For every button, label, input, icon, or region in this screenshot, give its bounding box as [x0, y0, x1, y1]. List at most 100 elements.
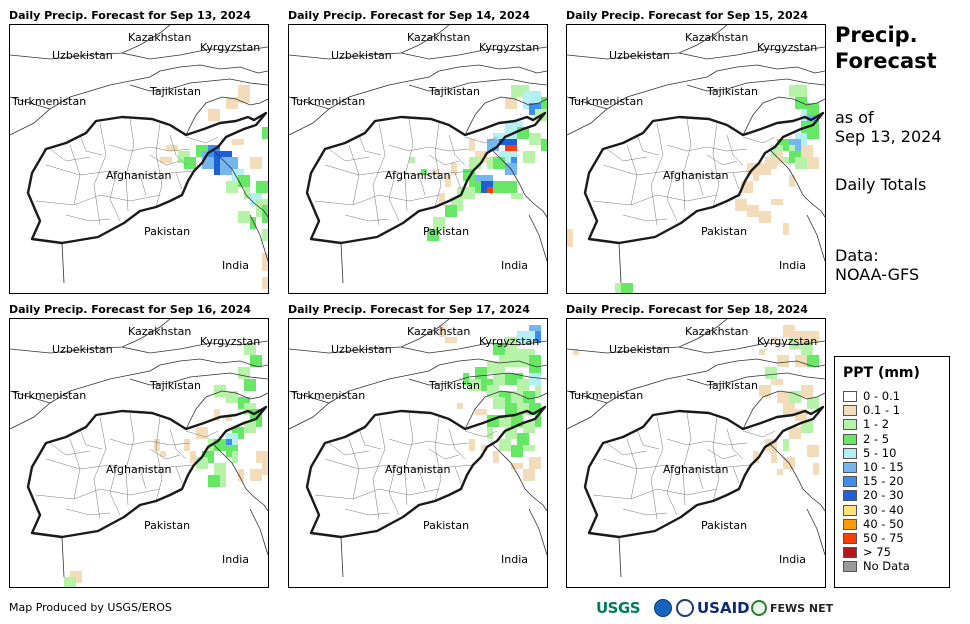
precip-cell: [160, 451, 166, 457]
province-line: [358, 134, 382, 156]
precip-cell: [433, 223, 439, 229]
precip-cell: [505, 433, 511, 439]
precip-cell: [505, 445, 511, 451]
precip-cell: [232, 451, 238, 457]
precip-cell: [505, 349, 511, 355]
precip-cell: [505, 379, 511, 385]
precip-cell: [517, 373, 523, 379]
precip-cells: [567, 85, 819, 293]
province-line: [448, 428, 466, 460]
legend-label: 20 - 30: [863, 488, 904, 503]
border-line: [408, 372, 547, 386]
precip-cell: [529, 427, 535, 433]
precip-cell: [445, 181, 451, 187]
precip-cell: [238, 403, 244, 409]
daily-totals-label: Daily Totals: [835, 175, 927, 194]
legend-item: 2 - 5: [843, 432, 889, 446]
legend-item: 10 - 15: [843, 460, 904, 474]
precip-cell: [208, 439, 214, 445]
border-line: [159, 64, 268, 74]
border-line: [249, 214, 268, 262]
precip-cell: [262, 463, 268, 469]
border-line: [129, 78, 268, 92]
precip-cell: [232, 397, 238, 403]
precip-cell: [256, 187, 262, 193]
precip-cell: [511, 151, 517, 157]
province-borders: [35, 412, 219, 520]
precip-cell: [226, 187, 232, 193]
precip-cell: [469, 145, 475, 151]
precip-cell: [813, 463, 819, 469]
precip-cell: [505, 403, 511, 409]
precip-cell: [487, 175, 493, 181]
province-line: [388, 144, 470, 152]
precip-cell: [505, 391, 511, 397]
precip-cell: [208, 109, 214, 115]
precip-cell: [807, 349, 813, 355]
country-label: Tajikistan: [428, 85, 480, 98]
precip-cell: [487, 367, 493, 373]
precip-cell: [256, 193, 262, 199]
precip-cell: [208, 481, 214, 487]
province-line: [79, 134, 103, 156]
precip-cell: [807, 163, 813, 169]
country-label: Kyrgyzstan: [200, 41, 260, 54]
province-line: [69, 438, 81, 500]
precip-cell: [499, 397, 505, 403]
precip-cell: [535, 361, 541, 367]
precip-cell: [445, 337, 451, 343]
precip-cell: [741, 187, 747, 193]
precip-cell: [511, 187, 517, 193]
legend-label: 40 - 50: [863, 516, 904, 531]
precip-cell: [529, 133, 535, 139]
precip-cell: [208, 163, 214, 169]
precip-cell: [529, 397, 535, 403]
precip-cell: [789, 397, 795, 403]
precip-cell: [529, 337, 535, 343]
precip-cell: [801, 145, 807, 151]
precip-cell: [481, 379, 487, 385]
province-line: [732, 172, 740, 190]
precip-cell: [238, 427, 244, 433]
precip-cell: [511, 409, 517, 415]
precip-cell: [499, 379, 505, 385]
country-label: Kazakhstan: [128, 325, 191, 338]
precip-cell: [457, 403, 463, 409]
precip-cell: [517, 463, 523, 469]
precip-cell: [783, 391, 789, 397]
precip-cell: [202, 145, 208, 151]
precip-cell: [463, 169, 469, 175]
precip-cell: [244, 421, 250, 427]
precip-cell: [499, 355, 505, 361]
precip-cell: [807, 157, 813, 163]
precip-cell: [517, 337, 523, 343]
precip-cell: [202, 433, 208, 439]
precip-cell: [523, 403, 529, 409]
precip-cell: [184, 157, 190, 163]
border-line: [742, 96, 825, 136]
precip-cell: [529, 355, 535, 361]
precip-cell: [238, 85, 244, 91]
precip-cell: [244, 217, 250, 223]
precip-cell: [753, 175, 759, 181]
precip-cell: [451, 205, 457, 211]
precip-cell: [244, 343, 250, 349]
country-label: Tajikistan: [149, 379, 201, 392]
province-line: [742, 430, 776, 438]
precip-cell: [250, 355, 256, 361]
precip-cell: [208, 151, 214, 157]
precip-cell: [475, 157, 481, 163]
precip-cell: [511, 337, 517, 343]
province-line: [666, 144, 748, 152]
country-label: Afghanistan: [385, 463, 451, 476]
border-line: [289, 364, 440, 430]
province-line: [626, 438, 638, 500]
precip-cell: [487, 379, 493, 385]
province-line: [454, 466, 462, 484]
precip-cell: [511, 463, 517, 469]
province-line: [706, 154, 738, 166]
precip-cell: [511, 391, 517, 397]
precip-cell: [457, 205, 463, 211]
province-line: [650, 416, 664, 520]
precip-cell: [517, 379, 523, 385]
